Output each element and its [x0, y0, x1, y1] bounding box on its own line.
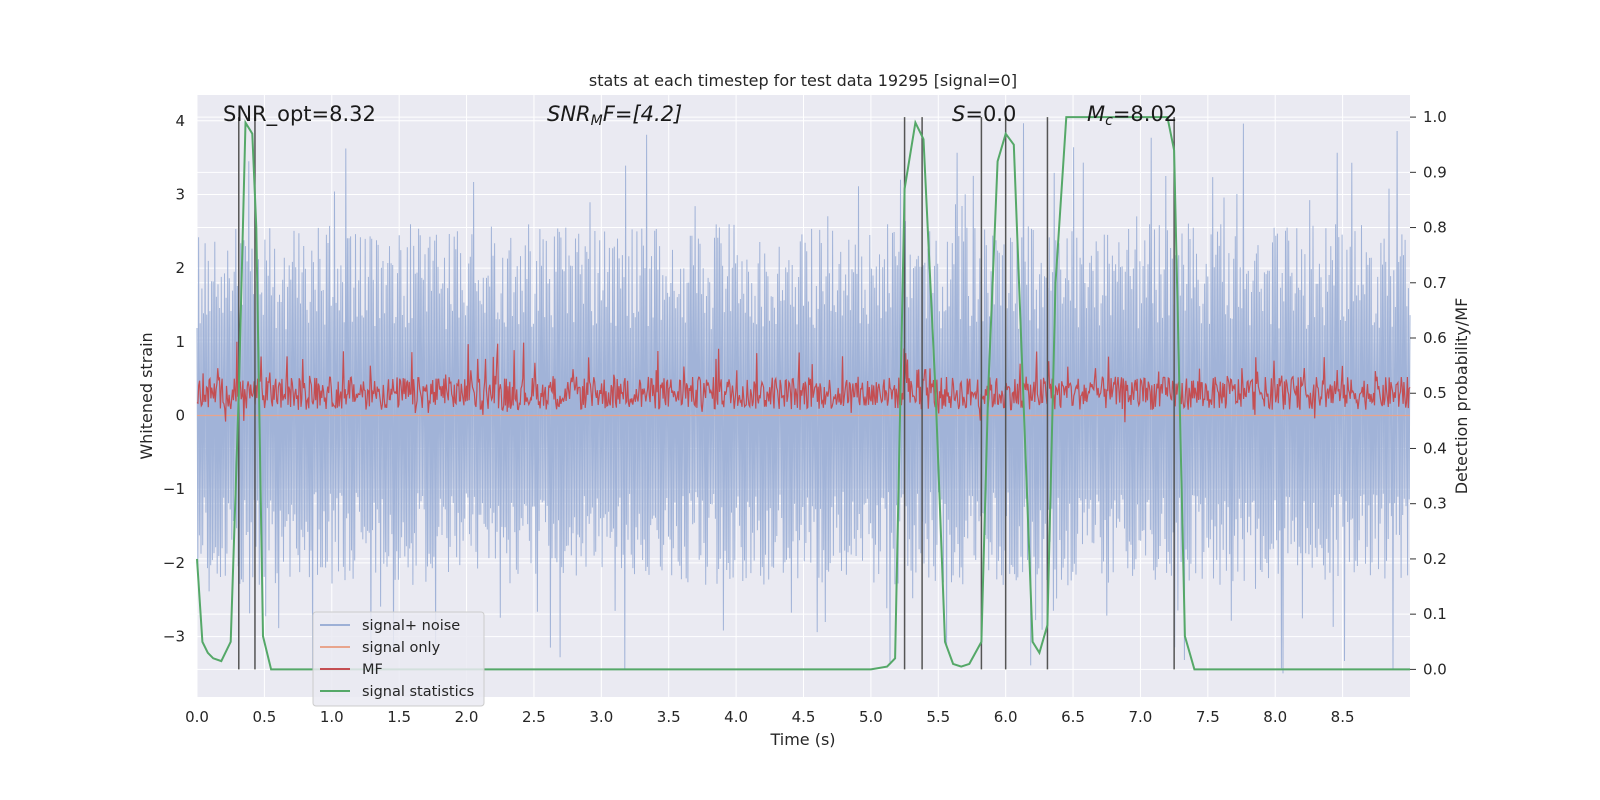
y-left-tick-label: −2	[163, 554, 185, 572]
legend-label-signal-statistics: signal statistics	[362, 684, 474, 700]
series-mf	[196, 341, 1411, 423]
x-tick-label: 1.5	[387, 708, 411, 726]
y-left-tick-label: 0	[175, 407, 185, 425]
legend-label-signal-plus-noise: signal+ noise	[362, 618, 460, 634]
y-right-axis-label: Detection probability/MF	[1452, 298, 1471, 495]
legend-label-mf: MF	[362, 662, 383, 678]
annotation-mc-subscript: c	[1105, 113, 1113, 129]
y-left-tick-label: 1	[175, 333, 185, 351]
annotation-s-value: =0.0	[965, 102, 1016, 126]
y-right-tick-label: 0.4	[1423, 439, 1447, 457]
legend-label-signal-only: signal only	[362, 640, 441, 656]
x-tick-label: 4.0	[724, 708, 748, 726]
y-right-tick-label: 0.7	[1423, 274, 1447, 292]
x-tick-label: 0.5	[252, 708, 276, 726]
x-tick-label: 8.0	[1263, 708, 1287, 726]
annotation-snr-mf-symbol: SNR	[547, 102, 591, 126]
x-tick-label: 3.5	[657, 708, 681, 726]
legend-box	[312, 611, 485, 707]
x-axis-label: Time (s)	[769, 730, 835, 749]
y-left-tick-label: 3	[175, 185, 185, 203]
x-tick-label: 7.5	[1196, 708, 1220, 726]
y-left-axis-label: Whitened strain	[137, 332, 156, 459]
y-right-tick-label: 0.5	[1423, 384, 1447, 402]
x-tick-label: 5.5	[926, 708, 950, 726]
x-tick-label: 6.5	[1061, 708, 1085, 726]
x-tick-label: 2.0	[455, 708, 479, 726]
annotation-s-symbol: S	[952, 102, 965, 126]
x-tick-label: 1.0	[320, 708, 344, 726]
y-left-tick-label: −1	[163, 480, 185, 498]
legend: signal+ noise signal only MF signal stat…	[312, 611, 485, 707]
x-tick-label: 5.0	[859, 708, 883, 726]
annotation-s: S=0.0	[952, 102, 1016, 126]
x-tick-label: 0.0	[185, 708, 209, 726]
series-signal-statistics	[196, 116, 1410, 671]
y-right-tick-label: 1.0	[1423, 108, 1447, 126]
y-left-axis-ticks: 4 3 2 1 0 −1 −2 −3	[163, 112, 185, 646]
y-right-tick-label: 0.9	[1423, 163, 1447, 181]
x-tick-label: 3.0	[589, 708, 613, 726]
x-tick-label: 6.0	[994, 708, 1018, 726]
series-line-signal-plus-noise	[196, 123, 1411, 674]
y-left-tick-label: 4	[175, 112, 185, 130]
y-left-tick-label: 2	[175, 259, 185, 277]
y-right-tick-label: 0.3	[1423, 495, 1447, 513]
annotation-mc-value: =8.02	[1113, 102, 1177, 126]
annotation-snr-opt: SNR_opt=8.32	[223, 102, 376, 127]
y-right-tick-label: 0.1	[1423, 605, 1447, 623]
x-axis-ticks: 0.0 0.5 1.0 1.5 2.0 2.5 3.0 3.5 4.0 4.5 5.0 5.5 6.0 6…	[185, 708, 1354, 726]
series-signal-plus-noise	[196, 123, 1411, 674]
annotation-mc: Mc=8.02	[1087, 102, 1177, 129]
y-left-tick-label: −3	[163, 628, 185, 646]
y-right-tick-label: 0.6	[1423, 329, 1447, 347]
y-right-tick-label: 0.0	[1423, 660, 1447, 678]
annotation-mc-symbol: M	[1087, 102, 1105, 126]
y-right-tick-label: 0.2	[1423, 550, 1447, 568]
x-tick-label: 7.0	[1129, 708, 1153, 726]
annotation-snr-mf-value: F=[4.2]	[603, 102, 682, 126]
annotation-snr-mf-subscript: M	[591, 113, 603, 129]
annotation-snr-mf: SNRMF=[4.2]	[547, 102, 682, 129]
series-line-mf	[196, 341, 1411, 423]
chart-title: stats at each timestep for test data 192…	[589, 71, 1017, 90]
x-tick-label: 4.5	[792, 708, 816, 726]
y-right-tick-label: 0.8	[1423, 219, 1447, 237]
series-line-signal-statistics	[196, 116, 1410, 671]
y-right-axis-ticks: 1.0 0.9 0.8 0.7 0.6 0.5 0.4 0.3 0.2 0.1 0.0	[1410, 108, 1447, 678]
x-tick-label: 8.5	[1331, 708, 1355, 726]
x-tick-label: 2.5	[522, 708, 546, 726]
